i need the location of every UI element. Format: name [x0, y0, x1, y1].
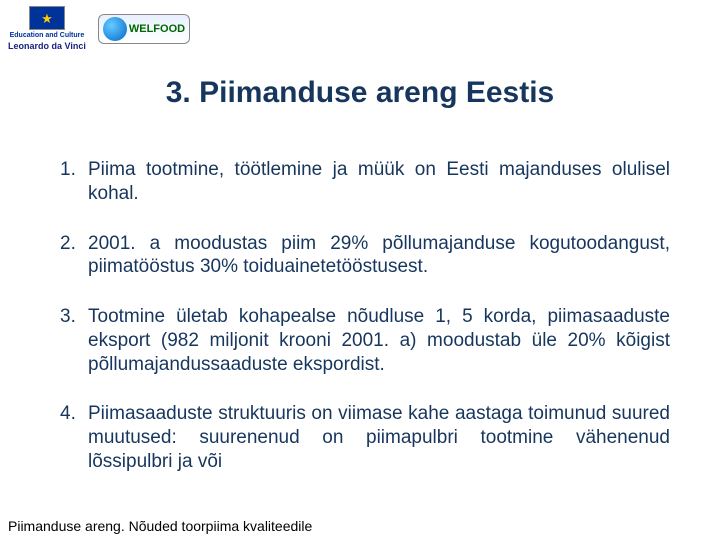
- welfood-text: WELFOOD: [129, 23, 185, 35]
- slide-title: 3. Piimanduse areng Eestis: [0, 76, 720, 110]
- list-item: 4. Piimasaaduste struktuuris on viimase …: [60, 402, 670, 473]
- list-item: 3. Tootmine ületab kohapealse nõudluse 1…: [60, 305, 670, 376]
- welfood-logo: WELFOOD: [98, 14, 190, 44]
- footer-text: Piimanduse areng. Nõuded toorpiima kvali…: [8, 518, 312, 534]
- item-number: 4.: [60, 402, 88, 473]
- item-number: 3.: [60, 305, 88, 376]
- globe-icon: [103, 17, 127, 41]
- item-text: Tootmine ületab kohapealse nõudluse 1, 5…: [88, 305, 670, 376]
- eu-caption: Education and Culture: [10, 32, 85, 39]
- slide: ★ Education and Culture Leonardo da Vinc…: [0, 0, 720, 540]
- item-text: Piimasaaduste struktuuris on viimase kah…: [88, 402, 670, 473]
- program-name: Leonardo da Vinci: [8, 41, 86, 51]
- item-number: 1.: [60, 158, 88, 206]
- numbered-list: 1. Piima tootmine, töötlemine ja müük on…: [60, 158, 670, 474]
- eu-logo: ★ Education and Culture: [8, 6, 86, 39]
- list-item: 1. Piima tootmine, töötlemine ja müük on…: [60, 158, 670, 206]
- eu-flag-icon: ★: [29, 6, 65, 30]
- item-number: 2.: [60, 232, 88, 280]
- list-item: 2. 2001. a moodustas piim 29% põllumajan…: [60, 232, 670, 280]
- item-text: Piima tootmine, töötlemine ja müük on Ee…: [88, 158, 670, 206]
- logo-bar: ★ Education and Culture Leonardo da Vinc…: [8, 6, 190, 51]
- item-text: 2001. a moodustas piim 29% põllumajandus…: [88, 232, 670, 280]
- logo-eu-group: ★ Education and Culture Leonardo da Vinc…: [8, 6, 86, 51]
